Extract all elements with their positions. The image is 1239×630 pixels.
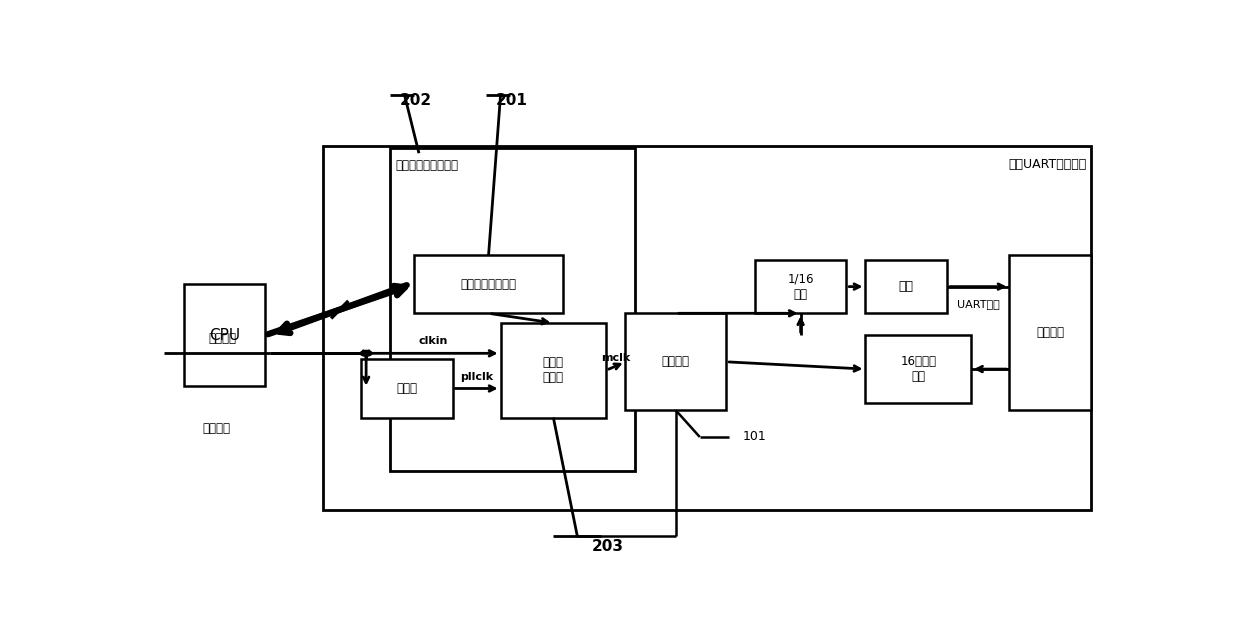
Text: 16倍接收
采样: 16倍接收 采样 bbox=[901, 355, 937, 383]
Text: 203: 203 bbox=[592, 539, 623, 554]
Text: 201: 201 bbox=[496, 93, 528, 108]
Text: clkin: clkin bbox=[419, 336, 449, 346]
Text: UART串口: UART串口 bbox=[957, 299, 1000, 309]
Text: 倍频器: 倍频器 bbox=[396, 382, 418, 395]
Text: 小分频器: 小分频器 bbox=[662, 355, 690, 369]
Text: mclk: mclk bbox=[601, 353, 631, 363]
Text: 202: 202 bbox=[400, 93, 432, 108]
Bar bbox=[626, 313, 726, 410]
Text: pllclk: pllclk bbox=[460, 372, 493, 382]
Text: 1/16
分频: 1/16 分频 bbox=[787, 273, 814, 301]
Text: 高速UART接口芯片: 高速UART接口芯片 bbox=[1009, 158, 1087, 171]
Bar bbox=[866, 335, 971, 403]
Text: 串口设备: 串口设备 bbox=[1036, 326, 1064, 339]
Bar bbox=[362, 359, 452, 418]
Text: 发送: 发送 bbox=[898, 280, 913, 293]
Text: 时钟切
换模块: 时钟切 换模块 bbox=[543, 357, 564, 384]
Bar bbox=[501, 323, 606, 418]
Bar bbox=[866, 260, 947, 313]
Bar bbox=[323, 146, 1092, 510]
Text: 工作状态识别模块: 工作状态识别模块 bbox=[461, 278, 517, 290]
Bar bbox=[390, 149, 636, 471]
Text: 输入时钟: 输入时钟 bbox=[208, 331, 237, 345]
Bar bbox=[183, 284, 265, 386]
Text: 输入时钟: 输入时钟 bbox=[203, 423, 230, 435]
Text: 自适应时钟切换模块: 自适应时钟切换模块 bbox=[395, 159, 458, 172]
Text: CPU: CPU bbox=[209, 328, 240, 343]
Circle shape bbox=[361, 350, 372, 356]
Bar bbox=[755, 260, 846, 313]
Bar bbox=[414, 255, 563, 313]
Text: 101: 101 bbox=[743, 430, 767, 444]
Bar bbox=[1010, 255, 1092, 410]
